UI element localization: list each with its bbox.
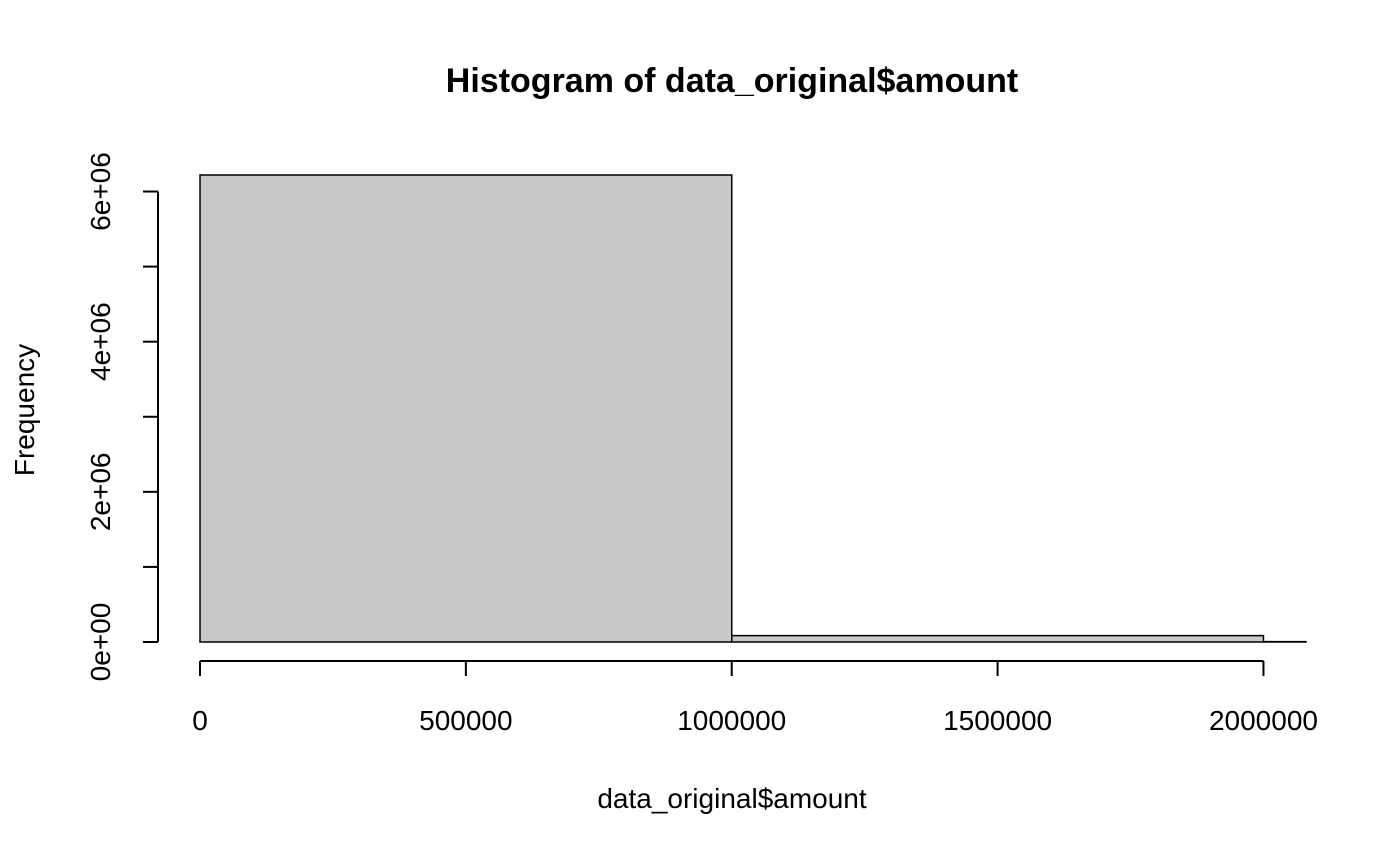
y-tick-label-0: 0e+00 (85, 603, 116, 682)
x-tick-label-3: 1500000 (943, 705, 1052, 736)
histogram-bar-0 (200, 175, 732, 642)
x-tick-label-0: 0 (192, 705, 208, 736)
y-axis: 0e+00 2e+06 4e+06 6e+06 (85, 152, 158, 681)
chart-title: Histogram of data_original$amount (446, 62, 1018, 100)
y-tick-label-4: 4e+06 (85, 302, 116, 381)
x-tick-label-2: 1000000 (677, 705, 786, 736)
histogram-bar-1 (732, 636, 1264, 642)
x-axis: 0 500000 1000000 1500000 2000000 (192, 661, 1318, 736)
x-tick-label-4: 2000000 (1209, 705, 1318, 736)
x-axis-label: data_original$amount (597, 783, 867, 814)
y-tick-label-6: 6e+06 (85, 152, 116, 231)
bars-layer (200, 175, 1306, 642)
y-tick-label-2: 2e+06 (85, 453, 116, 532)
x-tick-label-1: 500000 (419, 705, 512, 736)
y-axis-label: Frequency (9, 344, 40, 476)
